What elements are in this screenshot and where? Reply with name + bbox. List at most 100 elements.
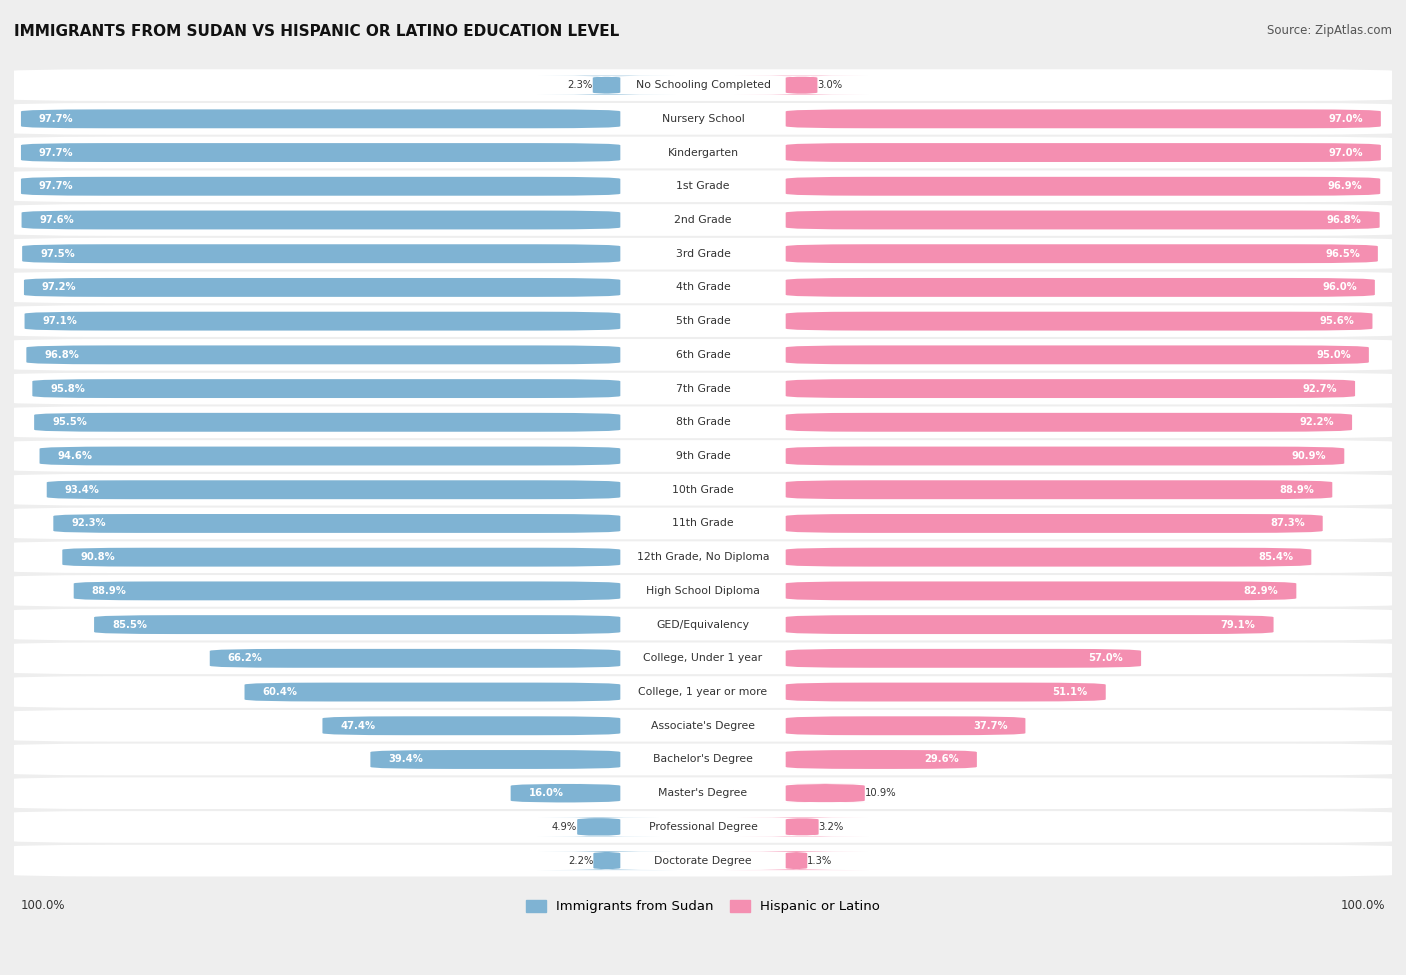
Text: 60.4%: 60.4% [263,687,298,697]
Text: 97.5%: 97.5% [39,249,75,258]
FancyBboxPatch shape [3,407,1403,438]
FancyBboxPatch shape [3,643,1403,674]
FancyBboxPatch shape [3,372,1403,405]
Text: 96.8%: 96.8% [1327,214,1362,225]
FancyBboxPatch shape [786,412,1353,432]
Text: 51.1%: 51.1% [1053,687,1088,697]
Text: 10th Grade: 10th Grade [672,485,734,494]
FancyBboxPatch shape [786,615,1274,634]
Text: 7th Grade: 7th Grade [676,383,730,394]
FancyBboxPatch shape [3,103,1403,135]
FancyBboxPatch shape [21,176,620,196]
FancyBboxPatch shape [3,575,1403,606]
Text: 100.0%: 100.0% [1340,899,1385,912]
Text: Doctorate Degree: Doctorate Degree [654,856,752,866]
Text: 95.0%: 95.0% [1316,350,1351,360]
Text: 47.4%: 47.4% [340,721,375,731]
FancyBboxPatch shape [3,440,1403,472]
FancyBboxPatch shape [735,76,869,95]
Text: 90.9%: 90.9% [1292,451,1326,461]
FancyBboxPatch shape [3,136,1403,169]
Text: 93.4%: 93.4% [65,485,100,494]
FancyBboxPatch shape [3,541,1403,573]
Text: 66.2%: 66.2% [228,653,263,663]
FancyBboxPatch shape [3,777,1403,809]
Text: 90.8%: 90.8% [80,552,115,563]
FancyBboxPatch shape [62,548,620,566]
FancyBboxPatch shape [786,312,1372,331]
FancyBboxPatch shape [53,514,620,533]
FancyBboxPatch shape [786,514,1323,533]
Text: Associate's Degree: Associate's Degree [651,721,755,731]
Text: 94.6%: 94.6% [58,451,93,461]
Text: 79.1%: 79.1% [1220,619,1256,630]
Text: 92.7%: 92.7% [1302,383,1337,394]
Text: 97.1%: 97.1% [42,316,77,327]
FancyBboxPatch shape [370,750,620,769]
FancyBboxPatch shape [3,204,1403,236]
Text: 88.9%: 88.9% [91,586,127,596]
Text: 3.0%: 3.0% [817,80,842,90]
FancyBboxPatch shape [786,278,1375,296]
Text: 92.3%: 92.3% [72,519,105,528]
Text: 97.7%: 97.7% [39,147,73,158]
FancyBboxPatch shape [32,379,620,398]
FancyBboxPatch shape [786,581,1296,601]
FancyBboxPatch shape [3,339,1403,370]
Text: 4th Grade: 4th Grade [676,283,730,292]
Text: 2nd Grade: 2nd Grade [675,214,731,225]
Text: 96.8%: 96.8% [44,350,79,360]
Text: Bachelor's Degree: Bachelor's Degree [652,755,754,764]
Text: 97.6%: 97.6% [39,214,75,225]
FancyBboxPatch shape [786,211,1379,229]
Text: 97.7%: 97.7% [39,114,73,124]
Text: 39.4%: 39.4% [388,755,423,764]
FancyBboxPatch shape [3,238,1403,269]
FancyBboxPatch shape [3,710,1403,742]
FancyBboxPatch shape [735,817,869,837]
Text: 85.4%: 85.4% [1258,552,1294,563]
Text: 95.6%: 95.6% [1320,316,1354,327]
Text: 3rd Grade: 3rd Grade [675,249,731,258]
FancyBboxPatch shape [537,851,676,870]
FancyBboxPatch shape [786,109,1381,129]
Text: 29.6%: 29.6% [924,755,959,764]
Text: Nursery School: Nursery School [662,114,744,124]
Text: Master's Degree: Master's Degree [658,788,748,799]
Text: 1st Grade: 1st Grade [676,181,730,191]
FancyBboxPatch shape [537,817,659,837]
Text: No Schooling Completed: No Schooling Completed [636,80,770,90]
Text: GED/Equivalency: GED/Equivalency [657,619,749,630]
FancyBboxPatch shape [786,345,1369,365]
FancyBboxPatch shape [786,750,977,769]
FancyBboxPatch shape [3,844,1403,877]
Text: Source: ZipAtlas.com: Source: ZipAtlas.com [1267,24,1392,37]
FancyBboxPatch shape [786,649,1142,668]
FancyBboxPatch shape [94,615,620,634]
Text: 37.7%: 37.7% [973,721,1008,731]
FancyBboxPatch shape [21,211,620,229]
FancyBboxPatch shape [3,811,1403,842]
FancyBboxPatch shape [782,784,869,802]
Text: 95.8%: 95.8% [51,383,86,394]
Text: 8th Grade: 8th Grade [676,417,730,427]
Text: 6th Grade: 6th Grade [676,350,730,360]
FancyBboxPatch shape [786,717,1025,735]
FancyBboxPatch shape [22,245,620,263]
FancyBboxPatch shape [39,447,620,465]
Text: 9th Grade: 9th Grade [676,451,730,461]
FancyBboxPatch shape [786,548,1312,566]
FancyBboxPatch shape [3,69,1403,101]
Text: 16.0%: 16.0% [529,788,564,799]
FancyBboxPatch shape [786,447,1344,465]
Text: 10.9%: 10.9% [865,788,897,799]
FancyBboxPatch shape [3,677,1403,708]
FancyBboxPatch shape [786,481,1333,499]
FancyBboxPatch shape [3,305,1403,337]
Text: 85.5%: 85.5% [112,619,148,630]
FancyBboxPatch shape [3,508,1403,539]
FancyBboxPatch shape [34,412,620,432]
FancyBboxPatch shape [73,581,620,601]
FancyBboxPatch shape [786,379,1355,398]
FancyBboxPatch shape [21,109,620,129]
